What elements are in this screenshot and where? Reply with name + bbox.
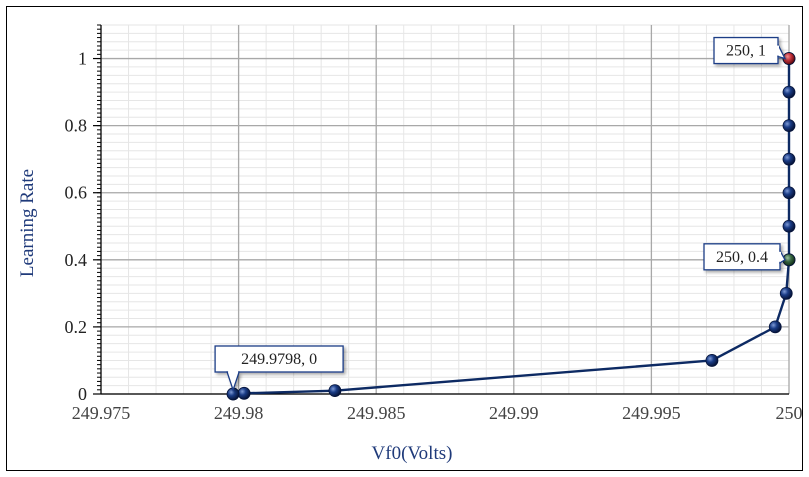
y-tick-label: 1 (78, 49, 87, 69)
x-tick-label: 249.99 (489, 403, 539, 423)
y-tick-label: 0.8 (65, 116, 88, 136)
annotation-label: 250, 0.4 (716, 249, 768, 266)
y-tick-label: 0 (78, 384, 87, 404)
x-tick-label: 249.98 (214, 403, 264, 423)
x-tick-label: 249.995 (622, 403, 681, 423)
annotation-box (713, 36, 779, 65)
x-axis-label: Vf0(Volts) (372, 443, 453, 464)
data-point (782, 119, 796, 133)
annotation-pointer (226, 371, 240, 393)
data-point (237, 386, 251, 400)
annotation-callout (703, 243, 786, 271)
data-point (768, 320, 782, 334)
chart: 249.975 249.98 249.985 249.99 249.995 250 0 0.… (17, 24, 803, 464)
data-point (782, 152, 796, 166)
annotation-label: 249.9798, 0 (241, 351, 317, 368)
data-point (705, 354, 719, 367)
annotation-box (703, 243, 781, 271)
data-point (779, 286, 793, 300)
annotation-label: 250, 1 (726, 43, 766, 60)
annotation-callout (713, 36, 787, 65)
axes (93, 24, 789, 395)
x-tick-label: 249.975 (72, 403, 131, 423)
data-point (782, 186, 796, 200)
annotation-box (214, 345, 344, 373)
x-tick-labels: 249.975 249.98 249.985 249.99 249.995 250 (72, 403, 803, 423)
x-tick-label: 250 (776, 403, 803, 423)
y-axis-label: Learning Rate (17, 169, 38, 277)
data-point (782, 85, 796, 99)
y-tick-label: 0.6 (65, 183, 88, 203)
y-tick-labels: 0 0.2 0.4 0.6 0.8 1 (65, 49, 88, 404)
y-tick-label: 0.2 (65, 317, 88, 337)
minor-grid (100, 24, 790, 395)
annotation-pointer (777, 44, 787, 60)
data-point (328, 384, 342, 398)
annotation-callout (214, 345, 344, 393)
x-tick-label: 249.985 (347, 403, 406, 423)
y-tick-label: 0.4 (65, 250, 88, 270)
annotation-layer: 249.9798, 0 250, 0.4 250, 1 (214, 36, 796, 401)
chart-frame: 249.975 249.98 249.985 249.99 249.995 250 0 0.… (6, 6, 803, 471)
data-point (782, 219, 796, 233)
